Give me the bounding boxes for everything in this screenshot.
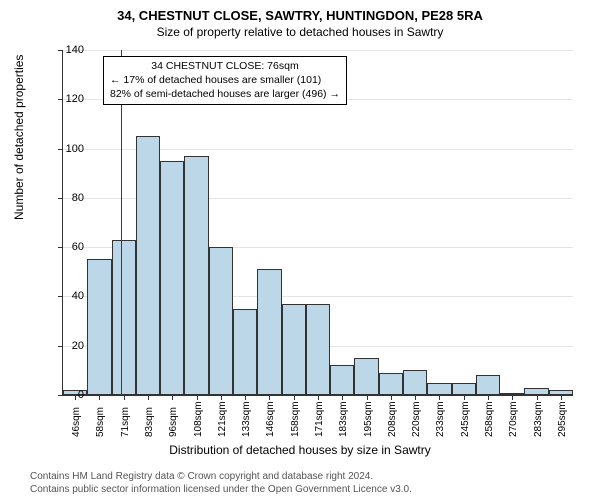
xtick-mark [172,395,173,400]
xtick-label: 146sqm [265,401,276,437]
histogram-bar [112,240,136,395]
histogram-bar [87,259,111,395]
histogram-bar [184,156,208,395]
xtick-label: 121sqm [217,401,228,437]
xtick-mark [488,395,489,400]
histogram-bar [136,136,160,395]
histogram-bar [452,383,476,395]
xtick-label: 233sqm [435,401,446,437]
histogram-bar [257,269,281,395]
chart-area: 34 CHESTNUT CLOSE: 76sqm← 17% of detache… [62,50,572,395]
xtick-label: 195sqm [363,401,374,437]
histogram-bar [282,304,306,395]
xtick-label: 258sqm [484,401,495,437]
annotation-line: ← 17% of detached houses are smaller (10… [110,73,340,87]
xtick-mark [367,395,368,400]
histogram-bar [306,304,330,395]
histogram-bar [427,383,451,395]
ytick-label: 140 [54,44,84,56]
xtick-mark [197,395,198,400]
xtick-mark [537,395,538,400]
ytick-label: 100 [54,143,84,155]
xtick-label: 183sqm [338,401,349,437]
xtick-label: 295sqm [557,401,568,437]
xtick-mark [294,395,295,400]
chart-title: 34, CHESTNUT CLOSE, SAWTRY, HUNTINGDON, … [0,0,600,23]
ytick-label: 80 [54,192,84,204]
xtick-mark [99,395,100,400]
xtick-label: 220sqm [411,401,422,437]
annotation-box: 34 CHESTNUT CLOSE: 76sqm← 17% of detache… [103,56,347,105]
ytick-label: 40 [54,290,84,302]
histogram-bar [233,309,257,395]
xtick-label: 96sqm [168,407,179,437]
annotation-line: 82% of semi-detached houses are larger (… [110,87,340,101]
xtick-mark [391,395,392,400]
ytick-label: 20 [54,340,84,352]
xtick-label: 83sqm [144,407,155,437]
plot-region: 34 CHESTNUT CLOSE: 76sqm← 17% of detache… [62,50,573,396]
xtick-label: 46sqm [71,407,82,437]
footer-attribution: Contains HM Land Registry data © Crown c… [30,471,412,496]
xtick-mark [512,395,513,400]
xtick-label: 158sqm [290,401,301,437]
histogram-bar [379,373,403,395]
xtick-mark [245,395,246,400]
xtick-mark [439,395,440,400]
xtick-mark [269,395,270,400]
annotation-line: 34 CHESTNUT CLOSE: 76sqm [110,59,340,73]
xtick-label: 108sqm [193,401,204,437]
xtick-label: 283sqm [533,401,544,437]
histogram-bar [403,370,427,395]
xtick-mark [124,395,125,400]
histogram-bar [476,375,500,395]
xtick-label: 133sqm [241,401,252,437]
y-axis-label: Number of detached properties [12,55,26,220]
ytick-label: 120 [54,93,84,105]
gridline [63,50,573,51]
histogram-bar [330,365,354,395]
histogram-bar [354,358,378,395]
xtick-mark [415,395,416,400]
chart-container: 34, CHESTNUT CLOSE, SAWTRY, HUNTINGDON, … [0,0,600,500]
xtick-label: 208sqm [387,401,398,437]
xtick-mark [464,395,465,400]
x-axis-label: Distribution of detached houses by size … [0,443,600,457]
xtick-label: 171sqm [314,401,325,437]
xtick-label: 58sqm [95,407,106,437]
xtick-mark [221,395,222,400]
histogram-bar [209,247,233,395]
xtick-mark [561,395,562,400]
ytick-label: 0 [54,389,84,401]
ytick-label: 60 [54,241,84,253]
histogram-bar [160,161,184,395]
xtick-label: 245sqm [460,401,471,437]
xtick-mark [342,395,343,400]
xtick-mark [318,395,319,400]
histogram-bar [524,388,548,395]
footer-line-1: Contains HM Land Registry data © Crown c… [30,471,412,484]
xtick-label: 270sqm [508,401,519,437]
footer-line-2: Contains public sector information licen… [30,484,412,497]
chart-subtitle: Size of property relative to detached ho… [0,25,600,39]
xtick-mark [148,395,149,400]
xtick-label: 71sqm [120,407,131,437]
